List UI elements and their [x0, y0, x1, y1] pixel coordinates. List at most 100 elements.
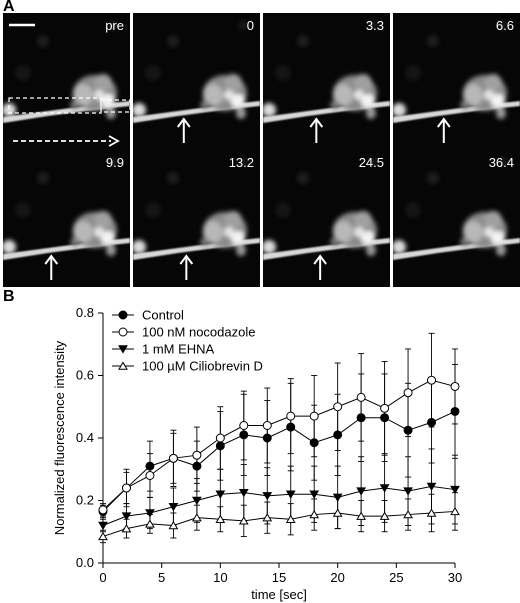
x-tick-label: 10 [213, 570, 227, 585]
data-point [332, 508, 343, 517]
micrograph-frame: 24.5 [263, 150, 390, 287]
legend-item: 1 mM EHNA [112, 342, 215, 357]
position-arrow [309, 117, 324, 143]
micrograph-image [263, 157, 390, 280]
data-point [286, 411, 296, 421]
data-point [450, 485, 460, 495]
panel-a-label: A [3, 0, 15, 15]
series-1 [98, 332, 460, 517]
legend: Control 100 nM nocodazole 1 mM EHNA 100 µM … [112, 308, 263, 374]
fluorescence-chart: 0.0 0.2 0.4 0.6 0.8 0 5 10 15 20 25 30 time [sec] Nor… [52, 305, 462, 602]
data-point [98, 505, 108, 515]
micrograph-image [3, 20, 130, 147]
y-tick-label: 0.0 [76, 555, 94, 570]
micrograph-frame: 6.6 [393, 13, 520, 150]
cell-body [70, 211, 117, 256]
frame-time-label: 6.6 [495, 18, 514, 33]
series-line [102, 485, 456, 526]
data-point [118, 345, 128, 354]
micrograph-image [393, 157, 520, 260]
data-point [98, 521, 108, 531]
direction-arrow-head [108, 135, 120, 147]
legend-item: Control [112, 308, 184, 323]
data-point [145, 471, 155, 480]
position-arrow [179, 254, 194, 280]
bleach-region-box-right [100, 99, 130, 113]
micrograph-frame: pre [3, 13, 130, 150]
data-point [145, 519, 155, 528]
data-point [239, 421, 249, 430]
micrograph-image [393, 20, 520, 143]
cell-body [200, 211, 247, 256]
position-arrow [437, 117, 451, 143]
data-point [262, 513, 273, 522]
micrograph-image [3, 157, 130, 280]
data-point [309, 509, 320, 519]
data-point [238, 516, 249, 525]
frame-time-label: 9.9 [105, 155, 124, 170]
y-axis-label: Normalized fluorescence intensity [52, 340, 67, 535]
position-arrow [44, 254, 59, 280]
data-point [309, 411, 319, 421]
legend-label: 100 nM nocodazole [142, 325, 255, 340]
cell-body [460, 211, 507, 256]
data-point [379, 511, 390, 520]
data-point [168, 503, 179, 512]
data-point [192, 450, 202, 460]
data-point [426, 482, 437, 492]
series-2 [98, 448, 460, 533]
data-point [118, 310, 128, 320]
cell-body [70, 74, 117, 119]
micrograph-image [133, 20, 260, 143]
data-point [215, 514, 226, 523]
legend-label: Control [142, 308, 184, 323]
bleach-region-box [8, 97, 102, 114]
micrograph-frame: 0 [133, 13, 260, 150]
data-point [168, 520, 179, 530]
micrograph-frame: 3.3 [263, 13, 390, 150]
cell-body [330, 74, 377, 119]
frame-time-label: 13.2 [228, 155, 254, 170]
data-point [121, 512, 132, 521]
series-3 [98, 492, 460, 544]
data-point [215, 433, 225, 443]
legend-item: 100 µM Ciliobrevin D [112, 359, 263, 374]
series-line [102, 510, 456, 537]
data-point [121, 524, 132, 533]
data-point [118, 361, 128, 370]
frame-time-label: 0 [246, 18, 254, 33]
data-point [450, 381, 460, 391]
data-point [118, 327, 128, 337]
data-point [262, 492, 273, 501]
data-point [403, 487, 413, 496]
data-point [450, 506, 460, 516]
frame-time-label: 24.5 [358, 155, 384, 170]
micrograph-image [263, 20, 390, 143]
frame-time-label: 36.4 [488, 155, 514, 170]
micrograph-frame: 9.9 [3, 150, 130, 287]
micrograph-frame: 13.2 [133, 150, 260, 287]
data-point [215, 490, 226, 499]
x-tick-label: 15 [272, 570, 286, 585]
frame-time-label: 3.3 [365, 18, 384, 33]
data-point [356, 487, 367, 496]
data-point [380, 403, 390, 413]
data-point [356, 511, 367, 520]
series-line [102, 410, 456, 512]
data-point [262, 421, 272, 430]
x-tick-label: 30 [448, 570, 462, 585]
y-tick-label: 0.4 [76, 430, 94, 445]
data-point [285, 514, 296, 523]
frame-time-label: pre [105, 18, 124, 33]
micrograph-frame: 36.4 [393, 150, 520, 287]
data-point [333, 402, 343, 412]
data-point [427, 375, 437, 385]
data-point [168, 453, 178, 463]
data-point [191, 496, 202, 506]
data-point [145, 509, 155, 518]
data-point [356, 392, 366, 402]
micrograph-image [133, 157, 260, 280]
data-point [285, 490, 296, 499]
panel-b-label: B [3, 288, 15, 305]
